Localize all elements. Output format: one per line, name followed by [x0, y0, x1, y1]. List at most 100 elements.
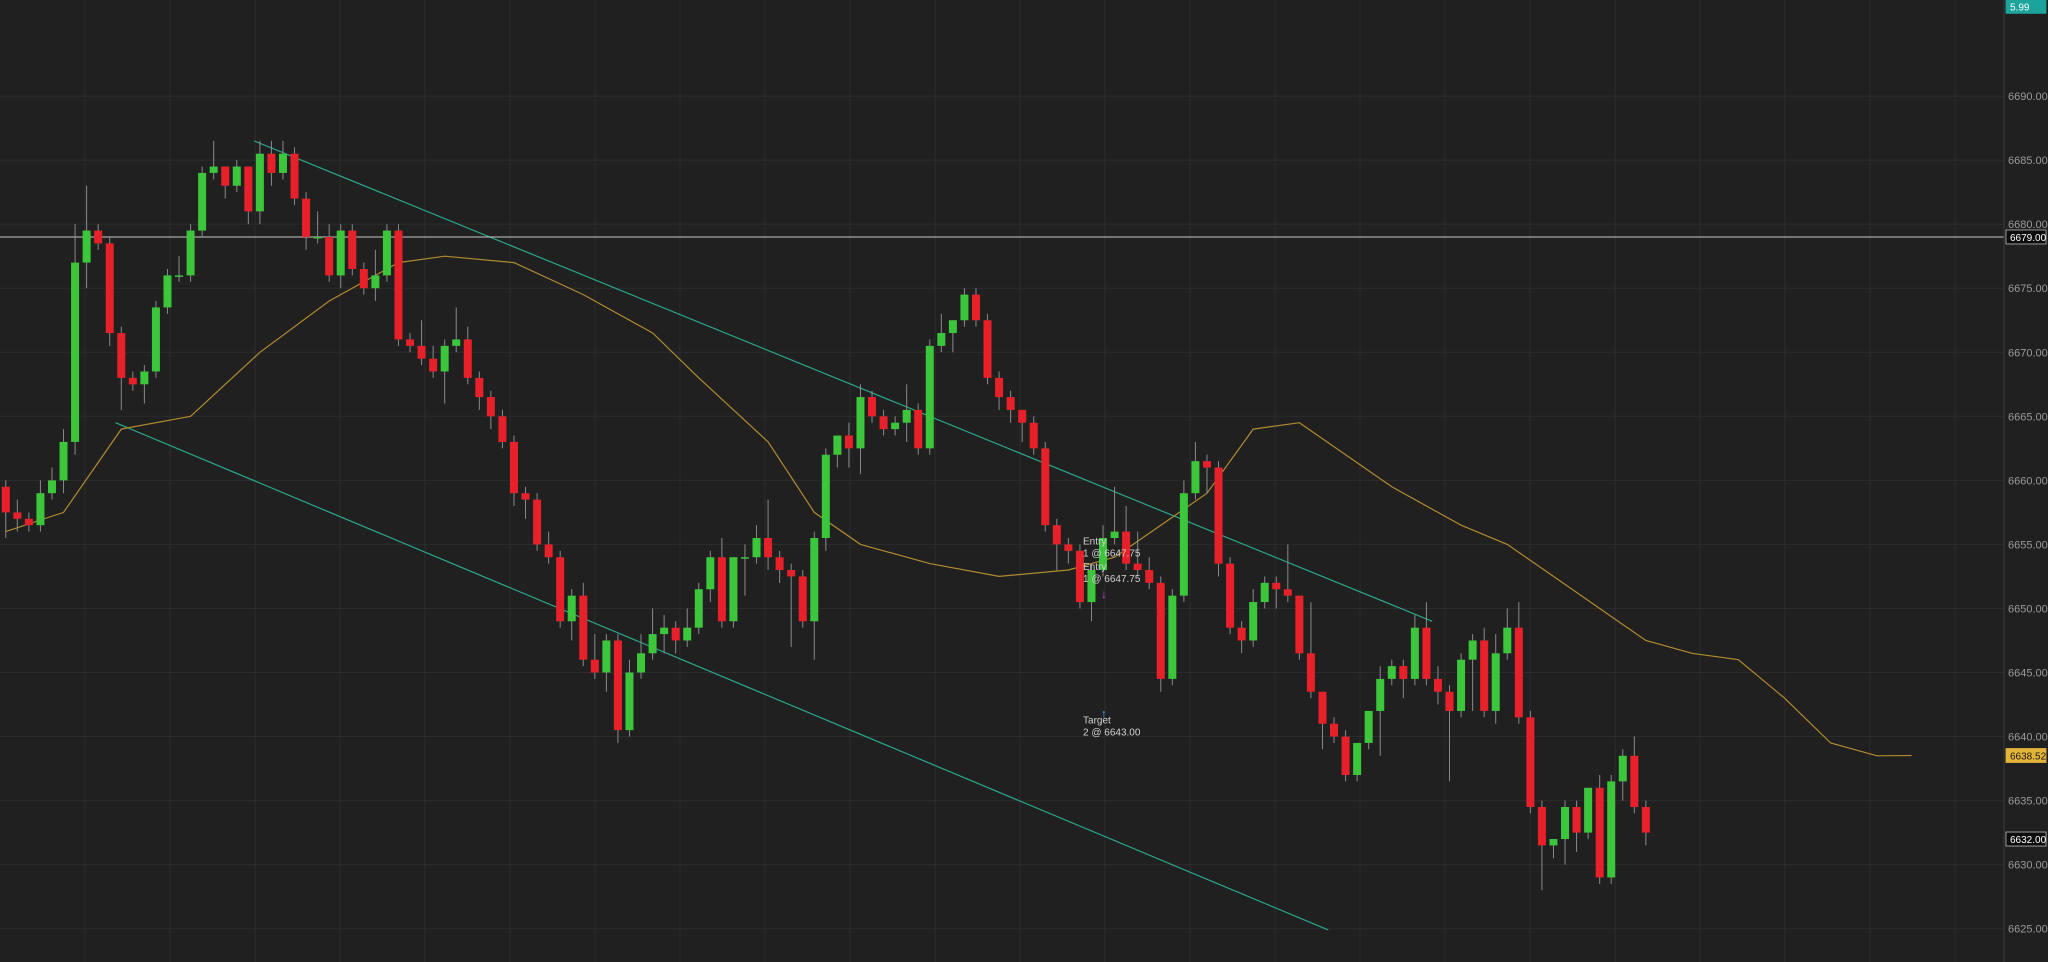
candle-up: [1364, 710, 1373, 743]
axis-tick-label: 6670.00: [2008, 347, 2048, 359]
candle-up: [637, 653, 646, 673]
candle-up: [1376, 678, 1385, 711]
candle-down: [1052, 525, 1061, 545]
sell-arrow-icon: ↓: [1101, 587, 1107, 601]
candle-up: [960, 294, 969, 321]
candle-up: [255, 153, 264, 212]
candle-down: [775, 557, 784, 571]
candle-down: [1214, 467, 1223, 564]
candle-up: [71, 262, 80, 442]
candle-down: [1041, 448, 1050, 526]
candle-up: [59, 441, 68, 481]
candle-up: [175, 275, 184, 277]
annotation-text: 1 @ 6647.75: [1083, 548, 1141, 559]
candle-down: [406, 339, 415, 346]
candle-down: [1295, 595, 1304, 654]
candle-up: [1410, 627, 1419, 679]
candle-down: [1156, 582, 1165, 679]
price-tags: 5.99 6679.00 6638.52 6632.00: [2005, 0, 2047, 847]
candle-down: [1526, 717, 1535, 808]
candle-down: [348, 230, 357, 270]
candle-down: [128, 377, 137, 385]
candle-up: [382, 230, 391, 276]
candle-down: [1514, 627, 1523, 718]
candle-up: [36, 493, 45, 526]
candle-down: [1318, 691, 1327, 724]
price-tag-box: [2005, 748, 2047, 763]
candle-up: [1387, 666, 1396, 679]
candle-down: [94, 230, 103, 244]
axis-tick-label: 6665.00: [2008, 411, 2048, 423]
candle-down: [1595, 787, 1604, 878]
axis-tick-label: 6690.00: [2008, 91, 2048, 103]
candle-up: [937, 333, 946, 346]
price-tag-label: 6638.52: [2010, 752, 2047, 763]
candle-down: [787, 570, 796, 577]
price-axis[interactable]: 6690.00 6685.00 6680.00 6675.00 6670.00 6665.…: [2003, 0, 2048, 962]
candle-down: [521, 493, 530, 500]
candle-up: [856, 397, 865, 449]
candle-down: [13, 512, 22, 519]
candle-up: [151, 307, 160, 372]
annotation-text: 2 @ 6643.00: [1083, 728, 1141, 739]
candle-down: [983, 320, 992, 378]
annotation-text: Entry: [1083, 536, 1106, 547]
candles: [1, 140, 1650, 891]
candle-up: [1191, 461, 1200, 494]
axis-tick-label: 6645.00: [2008, 668, 2048, 680]
candle-down: [556, 557, 565, 622]
candle-up: [925, 345, 934, 449]
candle-up: [47, 480, 56, 494]
axis-tick-label: 6650.00: [2008, 603, 2048, 615]
candle-down: [844, 435, 853, 449]
candle-down: [613, 640, 622, 731]
axis-tick-label: 6660.00: [2008, 475, 2048, 487]
trend-channel: [0, 140, 2004, 931]
candle-down: [1, 486, 10, 513]
candle-down: [1283, 589, 1292, 596]
candle-up: [948, 320, 957, 334]
candle-up: [729, 557, 738, 622]
candle-down: [1029, 422, 1038, 449]
axis-tick-label: 6655.00: [2008, 539, 2048, 551]
candle-down: [1330, 723, 1339, 737]
candle-up: [209, 166, 218, 173]
candle-up: [752, 538, 761, 558]
candle-up: [567, 595, 576, 622]
axis-tick-label: 6635.00: [2008, 796, 2048, 808]
price-tag-label: 6679.00: [2010, 233, 2047, 244]
annotation-text: Entry: [1083, 562, 1106, 573]
candle-down: [1272, 582, 1281, 590]
candle-down: [290, 153, 299, 199]
axis-tick-label: 6630.00: [2008, 860, 2048, 872]
candle-up: [1549, 839, 1558, 846]
candle-down: [533, 499, 542, 545]
candle-down: [1075, 550, 1084, 603]
candle-up: [140, 371, 149, 385]
candle-down: [1122, 531, 1131, 564]
price-tag-box: [2005, 831, 2047, 847]
candle-up: [821, 454, 830, 539]
candle-up: [278, 153, 287, 173]
candle-down: [359, 269, 368, 289]
candle-down: [764, 538, 773, 558]
candle-up: [833, 435, 842, 455]
candle-up: [452, 339, 461, 346]
candle-down: [868, 397, 877, 417]
candle-up: [198, 172, 207, 231]
candle-up: [902, 409, 911, 423]
candle-down: [267, 153, 276, 173]
price-tag: 6632.00: [2005, 831, 2047, 847]
candle-up: [186, 230, 195, 276]
price-tag-label: 5.99: [2010, 2, 2030, 13]
candle-down: [463, 339, 472, 378]
candle-down: [1433, 678, 1442, 692]
candle-up: [1584, 787, 1593, 833]
price-tag-box: [2005, 229, 2047, 245]
candle-up: [313, 236, 322, 239]
candle-up: [1618, 755, 1627, 782]
channel-line: [253, 140, 1433, 622]
candle-up: [371, 275, 380, 289]
